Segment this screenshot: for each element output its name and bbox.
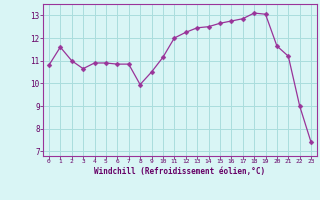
X-axis label: Windchill (Refroidissement éolien,°C): Windchill (Refroidissement éolien,°C) [94,167,266,176]
